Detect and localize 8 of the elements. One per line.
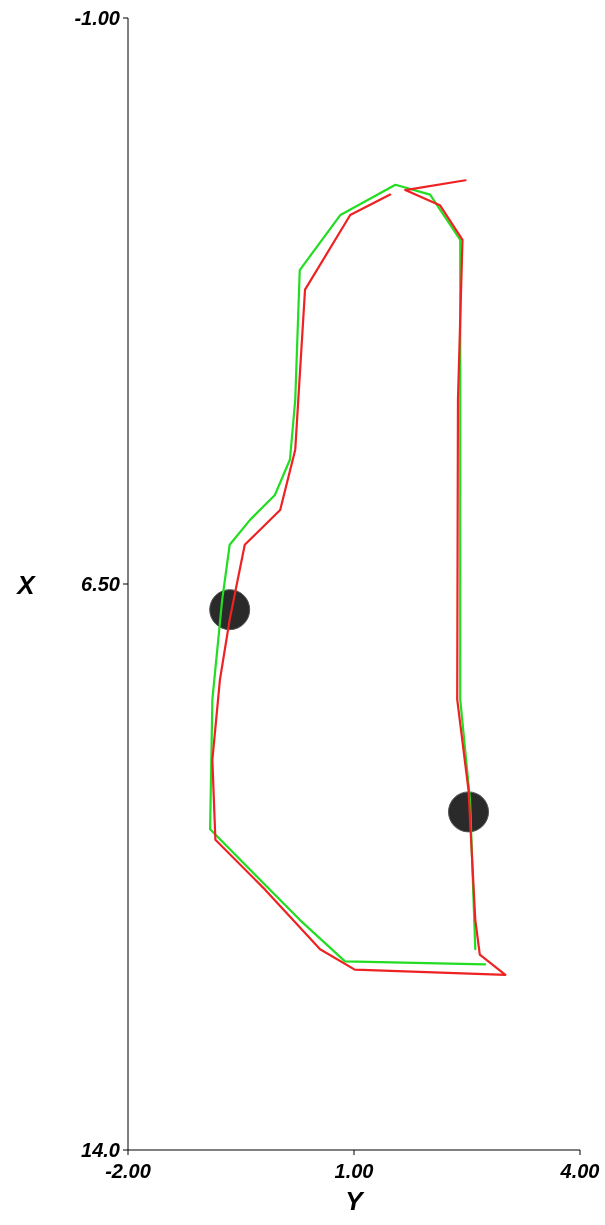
x-tick-label: 4.00	[559, 1160, 600, 1182]
y-tick-label: 14.0	[81, 1139, 120, 1161]
y-tick-label: 6.50	[81, 573, 120, 595]
y-axis-title: X	[15, 570, 37, 600]
x-tick-label: -2.00	[105, 1160, 151, 1182]
y-tick-label: -1.00	[74, 7, 120, 29]
x-axis-title: Y	[345, 1186, 366, 1216]
x-tick-label: 1.00	[334, 1160, 374, 1182]
